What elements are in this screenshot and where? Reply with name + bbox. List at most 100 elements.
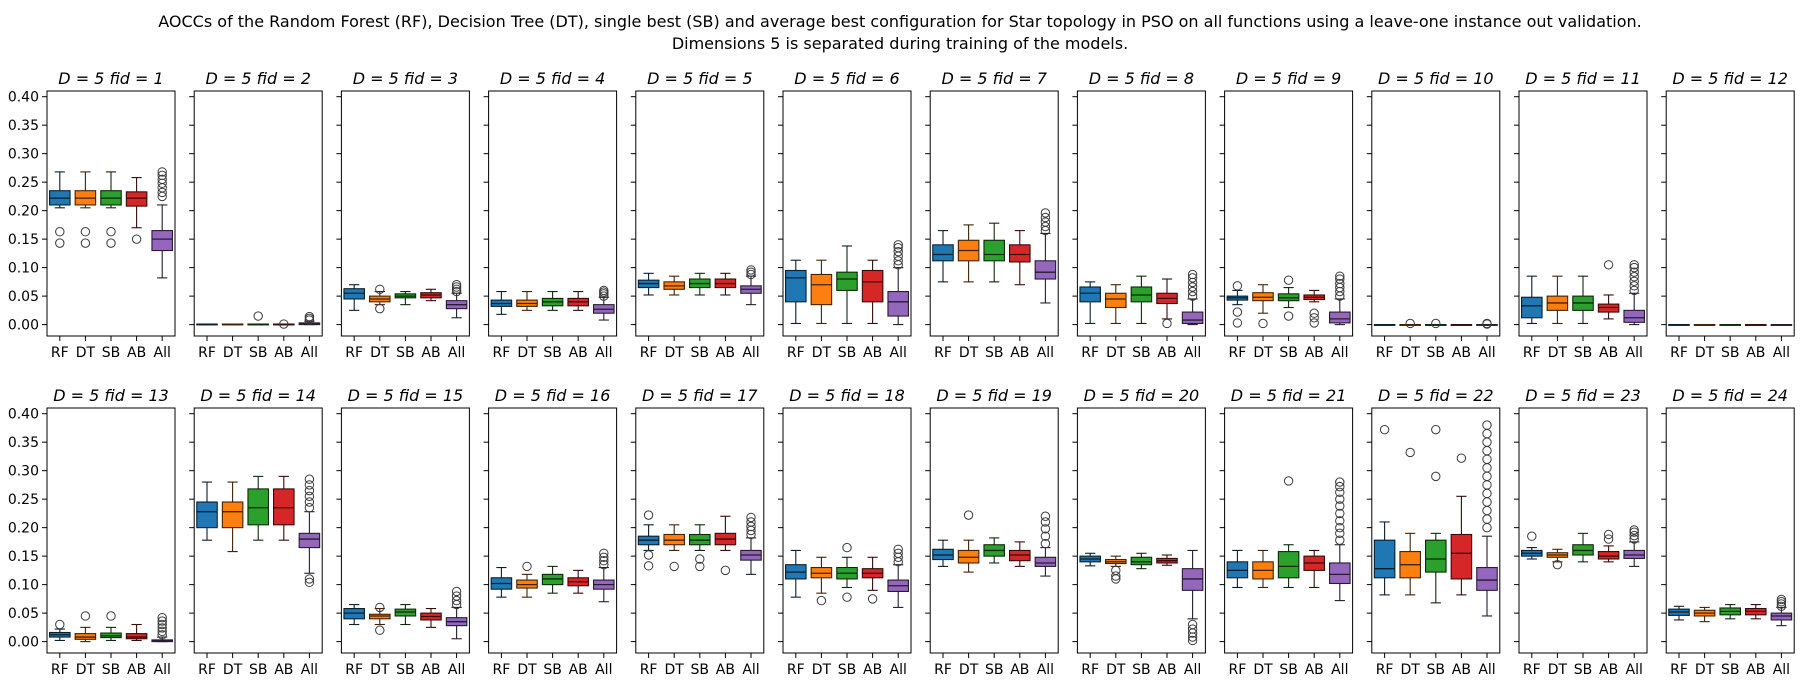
outlier-point xyxy=(157,626,167,637)
y-tick-label: 0.25 xyxy=(8,492,39,508)
x-tick-label: AB xyxy=(863,662,882,678)
panel-fid-11: D = 5 fid = 11 RF DT SB AB All xyxy=(1514,69,1648,361)
box-AB xyxy=(714,515,737,576)
x-tick-label: AB xyxy=(1599,662,1618,678)
panel-fid-13: D = 5 fid = 13 0.00 0.05 0.10 0.15 0.20 0.25 0.… xyxy=(8,386,176,678)
x-tick-label: DT xyxy=(959,345,979,361)
box-AB xyxy=(420,608,442,628)
outlier-point xyxy=(55,619,65,630)
x-tick-label: SB xyxy=(1574,345,1593,361)
y-tick-label: 0.00 xyxy=(8,635,39,651)
box-DT xyxy=(74,171,97,248)
outlier-point xyxy=(1187,628,1198,638)
outlier-point xyxy=(746,267,756,277)
x-tick-label: All xyxy=(154,662,171,678)
panel-frame xyxy=(193,407,323,654)
outlier-point xyxy=(1629,272,1639,282)
panel-title: D = 5 fid = 18 xyxy=(789,386,905,405)
box-SB xyxy=(1425,318,1447,329)
outlier-point xyxy=(599,552,609,562)
box-SB xyxy=(100,171,122,248)
x-tick-label: All xyxy=(1184,345,1201,361)
y-tick-label: 0.40 xyxy=(8,407,39,423)
box-All xyxy=(887,240,909,326)
figure-title-line2: Dimensions 5 is separated during trainin… xyxy=(672,34,1128,53)
outlier-point xyxy=(1187,286,1198,297)
x-tick-label: AB xyxy=(569,345,588,361)
panel-title: D = 5 fid = 14 xyxy=(200,386,316,405)
outlier-point xyxy=(1335,528,1345,539)
outlier-point xyxy=(1776,601,1787,611)
box-All xyxy=(740,265,762,306)
box-SB xyxy=(836,245,858,325)
outlier-point xyxy=(80,227,91,237)
x-tick-label: SB xyxy=(1427,662,1446,678)
x-tick-label: All xyxy=(448,662,465,678)
iqr-box xyxy=(221,501,244,529)
outlier-point xyxy=(893,242,903,253)
panel-title: D = 5 fid = 12 xyxy=(1672,69,1788,88)
outlier-point xyxy=(304,485,315,496)
box-SB xyxy=(689,272,711,296)
box-SB xyxy=(1277,275,1300,321)
box-SB xyxy=(1719,323,1741,326)
x-tick-label: DT xyxy=(1548,662,1568,678)
iqr-box xyxy=(1450,533,1473,580)
x-tick-label: AB xyxy=(1452,662,1471,678)
outlier-point xyxy=(1629,260,1639,270)
outlier-point xyxy=(55,238,65,248)
x-tick-label: All xyxy=(890,345,907,361)
panel-title: D = 5 fid = 11 xyxy=(1525,69,1641,88)
x-tick-label: DT xyxy=(517,345,537,361)
box-AB xyxy=(125,177,148,244)
outlier-point xyxy=(1162,318,1172,329)
box-All xyxy=(445,586,468,640)
iqr-box xyxy=(932,244,954,262)
outlier-point xyxy=(157,167,167,177)
panel-fid-4: D = 5 fid = 4 RF DT SB AB All xyxy=(483,69,618,361)
box-All xyxy=(1329,477,1351,602)
outlier-point xyxy=(1776,597,1787,607)
outlier-point xyxy=(1335,522,1345,533)
x-tick-label: SB xyxy=(838,345,857,361)
iqr-box xyxy=(1034,556,1057,567)
outlier-point xyxy=(720,565,731,576)
panel-title: D = 5 fid = 17 xyxy=(642,386,758,405)
panel-title: D = 5 fid = 19 xyxy=(936,386,1052,405)
iqr-box xyxy=(1130,556,1153,566)
outlier-point xyxy=(599,548,609,558)
outlier-point xyxy=(157,616,167,626)
x-tick-label: SB xyxy=(1721,662,1740,678)
outlier-point xyxy=(1040,517,1051,527)
outlier-point xyxy=(1629,530,1639,541)
x-tick-label: SB xyxy=(249,345,268,361)
box-DT xyxy=(1693,323,1716,326)
box-AB xyxy=(1597,260,1620,320)
x-tick-label: SB xyxy=(691,662,710,678)
x-tick-label: SB xyxy=(1574,662,1593,678)
box-SB xyxy=(689,524,711,572)
box-All xyxy=(298,311,321,326)
y-tick-label: 0.20 xyxy=(8,204,39,220)
box-AB xyxy=(567,569,589,594)
panel-title: D = 5 fid = 16 xyxy=(495,386,611,405)
panel-frame xyxy=(929,407,1059,654)
box-RF xyxy=(932,230,954,283)
x-tick-label: RF xyxy=(1670,345,1688,361)
outlier-point xyxy=(106,611,116,621)
panel-title: D = 5 fid = 1 xyxy=(58,69,163,88)
x-tick-label: SB xyxy=(102,345,121,361)
x-tick-label: RF xyxy=(1229,662,1247,678)
outlier-point xyxy=(1040,208,1051,218)
x-tick-label: RF xyxy=(787,345,805,361)
outlier-point xyxy=(1258,318,1268,329)
outlier-point xyxy=(304,474,315,484)
x-tick-label: All xyxy=(1478,345,1495,361)
box-AB xyxy=(1303,549,1325,589)
x-tick-label: SB xyxy=(1279,345,1298,361)
outlier-point xyxy=(1309,313,1319,323)
outlier-point xyxy=(1552,559,1563,570)
x-tick-label: All xyxy=(1037,345,1054,361)
x-tick-label: SB xyxy=(396,662,415,678)
